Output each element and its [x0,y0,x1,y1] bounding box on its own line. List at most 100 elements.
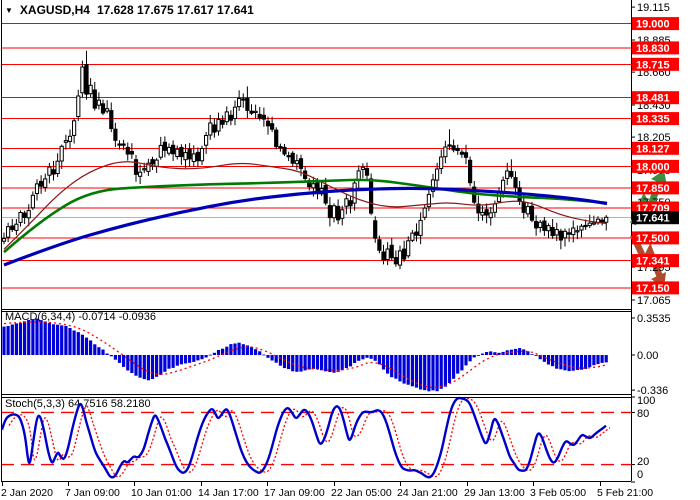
macd-bar [216,350,221,355]
macd-name: MACD(6,34,4) [5,311,76,323]
candlestick [257,113,262,119]
macd-bar [175,355,179,366]
candlestick [468,159,473,184]
macd-bar [163,355,167,372]
macd-bar [522,349,526,355]
macd-bar [97,347,101,355]
ma-green-line [3,178,608,254]
candlestick [377,239,382,251]
macd-bar [530,354,534,355]
candlestick [125,146,130,155]
macd-bar [406,355,410,385]
macd-bar [551,355,555,367]
candlestick [121,143,126,146]
price-level-badges: 19.000 18.830 18.715 18.481 18.335 18.127 18.0… [632,17,679,295]
candlestick [22,212,27,218]
macd-bar [47,322,51,355]
time-axis-label[interactable]: 14 Jan 17:00 [198,487,259,499]
candlestick [484,209,489,216]
price-level-badge [632,17,679,31]
macd-bar [357,355,361,361]
time-axis-label[interactable]: 24 Jan 21:00 [397,487,458,499]
candlestick [402,248,407,260]
ma-blue-slow-line [3,186,608,267]
macd-bar [307,355,311,370]
candlestick [542,220,547,231]
time-axis-label[interactable]: 2 Jan 2020 [1,487,53,499]
macd-tick-label: 0.3535 [637,313,671,325]
time-axis-label[interactable]: 10 Jan 01:00 [131,487,192,499]
macd-bar [435,355,439,392]
macd-bar [208,354,212,356]
macd-bar [604,355,608,363]
macd-bar [167,355,171,369]
candlestick [373,220,378,239]
macd-bar [567,355,571,372]
macd-bar [212,352,216,355]
macd-bar [159,355,163,375]
macd-bar [493,352,497,355]
stoch-d-line [8,397,611,478]
candlestick [282,146,287,155]
candlestick [443,146,448,158]
macd-bar [23,321,27,355]
candlestick [455,148,460,152]
macd-bar [390,355,394,378]
macd-bar [196,355,200,361]
macd-bar [221,348,225,355]
candlestick [352,182,357,204]
stoch-tick-label: 0 [637,469,643,481]
macd-bar [225,346,229,355]
macd-bar [237,342,241,355]
macd-bar [497,352,501,355]
macd-bar [324,355,328,372]
candlestick [447,144,452,147]
candlestick [451,145,456,151]
price-level-badge-label: 18.127 [636,143,670,155]
macd-bar [452,355,456,379]
price-level-badge [632,91,679,105]
price-level-lines [1,23,631,289]
macd-bar [423,355,427,391]
macd-bar [27,319,31,355]
ma-green-line [3,178,608,254]
macd-bar [559,355,563,370]
macd-bar [386,355,390,374]
candlestick [439,156,444,169]
price-level-badge-label: 19.000 [636,19,670,31]
symbol-period-label: XAGUSD,H4 [19,3,90,17]
time-axis: 2 Jan 2020 7 Jan 09:00 10 Jan 01:00 14 Jan … [1,481,653,499]
stoch-tick-label: 80 [637,408,649,420]
candlestick [59,145,64,162]
candlestick [344,198,349,207]
stoch-k-line [0,396,607,479]
candlestick [171,144,176,155]
chevron-down-icon[interactable]: ▼ [5,6,13,15]
time-axis-label[interactable]: 22 Jan 05:00 [331,487,392,499]
macd-bar [60,325,64,355]
macd-bar [563,355,567,371]
candlestick [562,230,568,239]
macd-bar [538,355,542,360]
macd-bar [142,355,146,380]
time-axis-label[interactable]: 3 Feb 05:00 [530,487,586,499]
candlestick [30,194,35,209]
candlestick [513,177,518,188]
candlestick [290,152,295,164]
time-axis-label[interactable]: 17 Jan 09:00 [264,487,325,499]
candlestick [600,219,605,223]
candlestick [426,193,431,208]
time-axis-label[interactable]: 7 Jan 09:00 [65,487,120,499]
time-axis-label[interactable]: 5 Feb 21:00 [597,487,653,499]
candlestick [534,221,539,229]
candlestick [117,143,122,146]
macd-bar [332,355,336,373]
time-axis-label[interactable]: 29 Jan 13:00 [464,487,525,499]
candlestick [587,222,592,227]
macd-bar [84,337,89,355]
stoch-k-line [0,396,607,479]
candlestick [492,203,497,213]
macd-bar [258,351,262,355]
